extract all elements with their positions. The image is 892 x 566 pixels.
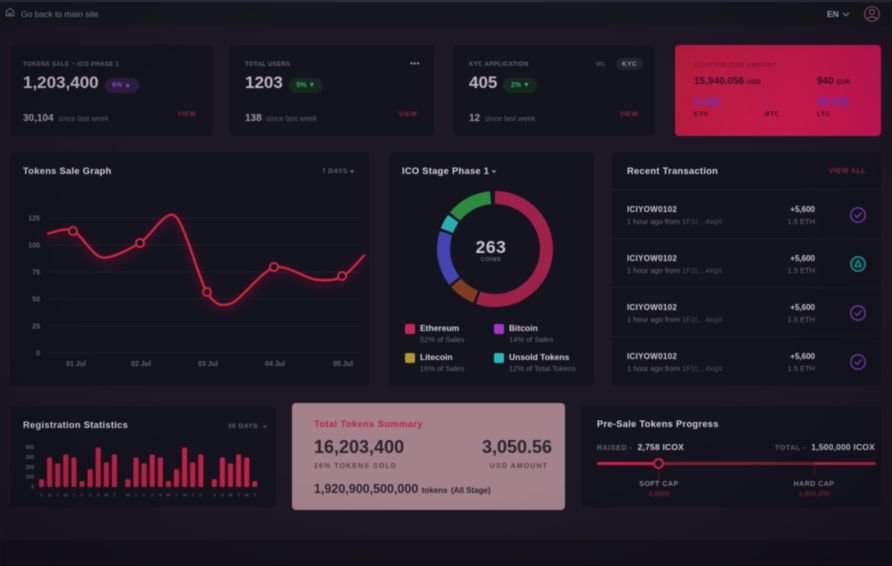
svg-text:F: F [143,493,146,498]
svg-text:0: 0 [31,485,34,491]
svg-text:0: 0 [36,351,40,358]
svg-text:100: 100 [26,475,35,481]
svg-text:M: M [48,493,52,498]
svg-text:25: 25 [32,324,40,331]
svg-text:F: F [81,493,84,498]
svg-text:T: T [253,493,256,498]
svg-text:M: M [167,493,171,498]
svg-text:W: W [245,493,250,498]
svg-text:T: T [135,493,138,498]
svg-text:W: W [126,493,131,498]
svg-text:75: 75 [32,270,40,277]
svg-text:T: T [191,493,194,498]
svg-text:T: T [73,493,76,498]
svg-text:T: T [175,493,178,498]
svg-text:S: S [221,493,224,498]
svg-text:50: 50 [32,297,40,304]
svg-text:M: M [104,493,108,498]
svg-text:T: T [237,493,240,498]
svg-text:F: F [199,493,202,498]
svg-text:M: M [229,493,233,498]
svg-text:S: S [159,493,162,498]
svg-text:400: 400 [26,445,35,451]
svg-text:01 Jul: 01 Jul [66,361,86,368]
svg-text:W: W [64,493,69,498]
svg-text:S: S [213,493,216,498]
svg-text:W: W [182,493,187,498]
svg-text:125: 125 [28,216,40,223]
svg-text:03 Jul: 03 Jul [198,361,218,368]
svg-text:S: S [40,493,43,498]
svg-text:S: S [97,493,100,498]
svg-text:04 Jul: 04 Jul [265,361,285,368]
svg-text:S: S [89,493,92,498]
svg-text:100: 100 [28,243,40,250]
svg-text:T: T [113,493,116,498]
svg-text:T: T [56,493,59,498]
svg-text:200: 200 [26,465,35,471]
svg-text:S: S [151,493,154,498]
svg-text:05 Jul: 05 Jul [333,361,353,368]
svg-text:02 Jul: 02 Jul [131,361,151,368]
svg-text:300: 300 [26,455,35,461]
